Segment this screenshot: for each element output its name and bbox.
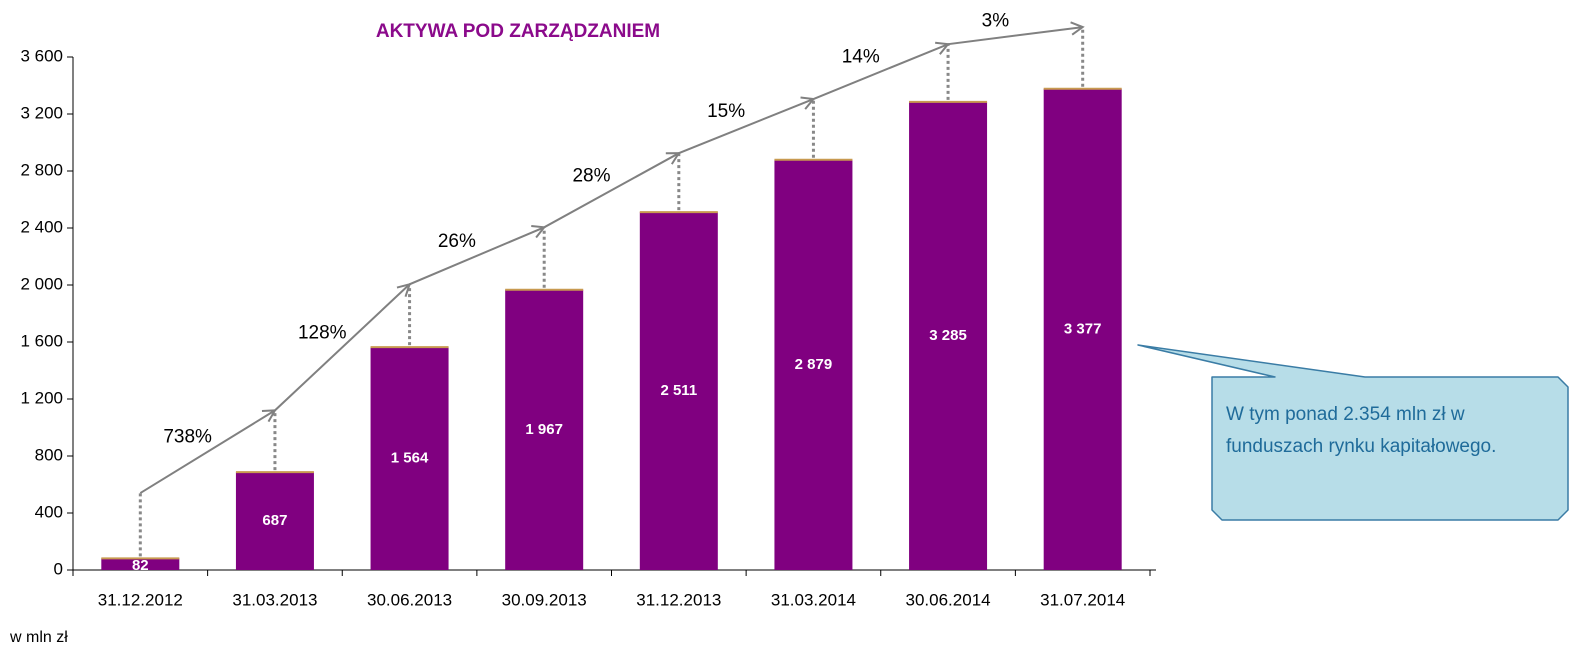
chart-title: AKTYWA POD ZARZĄDZANIEM [376, 21, 660, 42]
y-tick-label: 0 [54, 559, 63, 578]
value-label: 1 564 [391, 450, 429, 467]
y-tick-label: 2 400 [20, 217, 63, 236]
arrow-head [261, 409, 277, 423]
value-label: 82 [132, 557, 149, 574]
value-label: 687 [262, 512, 287, 529]
trend-line [139, 26, 1083, 494]
bar [774, 159, 853, 570]
bar [370, 347, 449, 570]
bar [909, 101, 988, 570]
y-tick-label: 1 600 [20, 331, 63, 350]
arrow-head [531, 225, 547, 239]
bar [505, 289, 584, 570]
callout-text: W tym ponad 2.354 mln zł w funduszach ry… [1226, 404, 1497, 457]
value-label: 2 879 [795, 356, 833, 373]
growth-label: 128% [298, 322, 347, 343]
growth-label: 738% [163, 427, 212, 448]
bar [1043, 88, 1122, 570]
arrow-head [1070, 21, 1085, 36]
bar [639, 212, 718, 570]
arrow-head [396, 282, 412, 297]
x-tick-label: 30.06.2013 [367, 590, 452, 609]
y-tick-label: 1 200 [20, 388, 63, 407]
growth-label: 3% [982, 11, 1010, 32]
y-tick-label: 400 [35, 502, 63, 521]
value-label: 1 967 [525, 421, 563, 438]
x-tick-label: 31.03.2014 [771, 590, 856, 609]
growth-label: 15% [707, 101, 745, 122]
value-label: 3 285 [929, 327, 967, 344]
callout-box [1137, 344, 1569, 521]
x-tick-label: 31.12.2013 [636, 590, 721, 609]
x-tick-label: 31.12.2012 [98, 590, 183, 609]
y-tick-label: 3 600 [20, 46, 63, 65]
y-tick-label: 3 200 [20, 103, 63, 122]
bar [101, 558, 180, 570]
value-label: 2 511 [660, 382, 697, 399]
growth-label: 26% [438, 231, 476, 252]
x-tick-label: 30.06.2014 [906, 590, 991, 609]
value-label: 3 377 [1064, 320, 1102, 337]
growth-label: 14% [842, 47, 880, 68]
unit-label: w mln zł [9, 629, 68, 646]
y-tick-label: 2 800 [20, 160, 63, 179]
y-tick-label: 800 [35, 445, 63, 464]
arrow-head [665, 152, 681, 165]
growth-label: 28% [572, 165, 610, 186]
x-tick-label: 31.03.2013 [232, 590, 317, 609]
x-tick-label: 30.09.2013 [502, 590, 587, 609]
arrow-head [800, 96, 816, 110]
bar [235, 472, 314, 570]
x-tick-label: 31.07.2014 [1040, 590, 1125, 609]
y-tick-label: 2 000 [20, 274, 63, 293]
arrow-head [935, 41, 950, 55]
